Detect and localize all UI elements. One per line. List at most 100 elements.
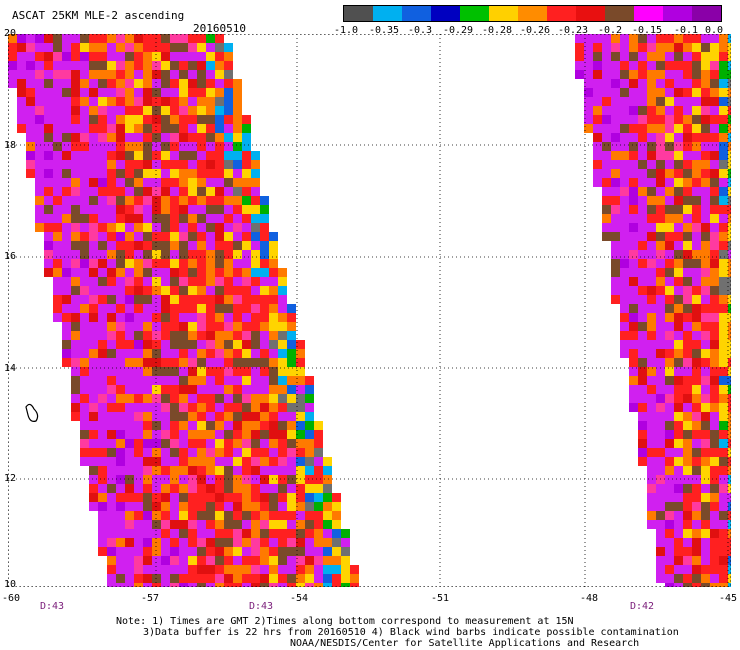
- swath-cell: [206, 115, 215, 124]
- swath-cell: [152, 520, 161, 529]
- swath-cell: [35, 106, 44, 115]
- swath-cell: [260, 385, 269, 394]
- swath-cell: [152, 106, 161, 115]
- swath-cell: [188, 538, 197, 547]
- swath-cell: [674, 331, 683, 340]
- swath-cell: [296, 565, 305, 574]
- swath-cell: [647, 349, 656, 358]
- swath-cell: [647, 124, 656, 133]
- swath-cell: [143, 367, 152, 376]
- swath-cell: [242, 250, 251, 259]
- swath-cell: [701, 340, 710, 349]
- swath-cell: [161, 448, 170, 457]
- swath-cell: [314, 556, 323, 565]
- swath-cell: [143, 304, 152, 313]
- swath-cell: [251, 178, 260, 187]
- swath-cell: [170, 439, 179, 448]
- swath-cell: [251, 520, 260, 529]
- swath-cell: [188, 439, 197, 448]
- swath-cell: [206, 493, 215, 502]
- swath-cell: [242, 511, 251, 520]
- swath-cell: [125, 511, 134, 520]
- swath-cell: [8, 43, 17, 52]
- swath-cell: [350, 583, 359, 587]
- swath-cell: [116, 205, 125, 214]
- swath-cell: [179, 394, 188, 403]
- swath-cell: [665, 124, 674, 133]
- swath-cell: [17, 70, 26, 79]
- swath-cell: [665, 187, 674, 196]
- swath-cell: [296, 484, 305, 493]
- swath-cell: [71, 412, 80, 421]
- swath-cell: [332, 502, 341, 511]
- swath-cell: [719, 286, 728, 295]
- swath-cell: [161, 286, 170, 295]
- swath-cell: [170, 196, 179, 205]
- swath-cell: [161, 295, 170, 304]
- swath-cell: [332, 511, 341, 520]
- swath-cell: [629, 106, 638, 115]
- swath-cell: [638, 79, 647, 88]
- swath-cell: [233, 484, 242, 493]
- swath-cell: [197, 106, 206, 115]
- swath-cell: [215, 574, 224, 583]
- swath-cell: [611, 142, 620, 151]
- swath-cell: [710, 331, 719, 340]
- swath-cell: [674, 97, 683, 106]
- swath-cell: [26, 133, 35, 142]
- swath-cell: [143, 241, 152, 250]
- swath-cell: [647, 250, 656, 259]
- swath-cell: [629, 43, 638, 52]
- swath-cell: [170, 520, 179, 529]
- swath-cell: [665, 61, 674, 70]
- swath-cell: [683, 124, 692, 133]
- swath-cell: [719, 574, 728, 583]
- swath-cell: [197, 493, 206, 502]
- swath-cell: [116, 187, 125, 196]
- swath-cell: [719, 529, 728, 538]
- swath-cell: [197, 43, 206, 52]
- swath-cell: [89, 340, 98, 349]
- swath-cell: [53, 286, 62, 295]
- swath-cell: [620, 349, 629, 358]
- swath-cell: [593, 115, 602, 124]
- colorbar-swatch-12: [692, 6, 721, 21]
- swath-cell: [143, 448, 152, 457]
- swath-cell: [89, 268, 98, 277]
- swath-cell: [188, 214, 197, 223]
- swath-cell: [251, 484, 260, 493]
- swath-cell: [728, 349, 731, 358]
- swath-cell: [665, 169, 674, 178]
- swath-cell: [125, 79, 134, 88]
- swath-cell: [134, 115, 143, 124]
- swath-cell: [656, 304, 665, 313]
- swath-cell: [692, 187, 701, 196]
- swath-cell: [62, 79, 71, 88]
- swath-cell: [161, 520, 170, 529]
- swath-cell: [98, 286, 107, 295]
- swath-cell: [134, 421, 143, 430]
- swath-cell: [89, 250, 98, 259]
- colorbar-label: -0.15: [631, 25, 663, 36]
- swath-cell: [305, 538, 314, 547]
- swath-cell: [278, 268, 287, 277]
- swath-cell: [98, 178, 107, 187]
- swath-cell: [233, 295, 242, 304]
- swath-cell: [89, 475, 98, 484]
- swath-cell: [269, 448, 278, 457]
- swath-cell: [134, 367, 143, 376]
- swath-cell: [251, 556, 260, 565]
- swath-cell: [206, 52, 215, 61]
- swath-cell: [296, 430, 305, 439]
- swath-cell: [638, 52, 647, 61]
- swath-cell: [80, 286, 89, 295]
- swath-cell: [62, 124, 71, 133]
- swath-cell: [656, 97, 665, 106]
- swath-cell: [206, 457, 215, 466]
- swath-cell: [224, 412, 233, 421]
- swath-cell: [80, 88, 89, 97]
- swath-cell: [143, 178, 152, 187]
- swath-cell: [692, 115, 701, 124]
- swath-cell: [638, 394, 647, 403]
- swath-cell: [197, 511, 206, 520]
